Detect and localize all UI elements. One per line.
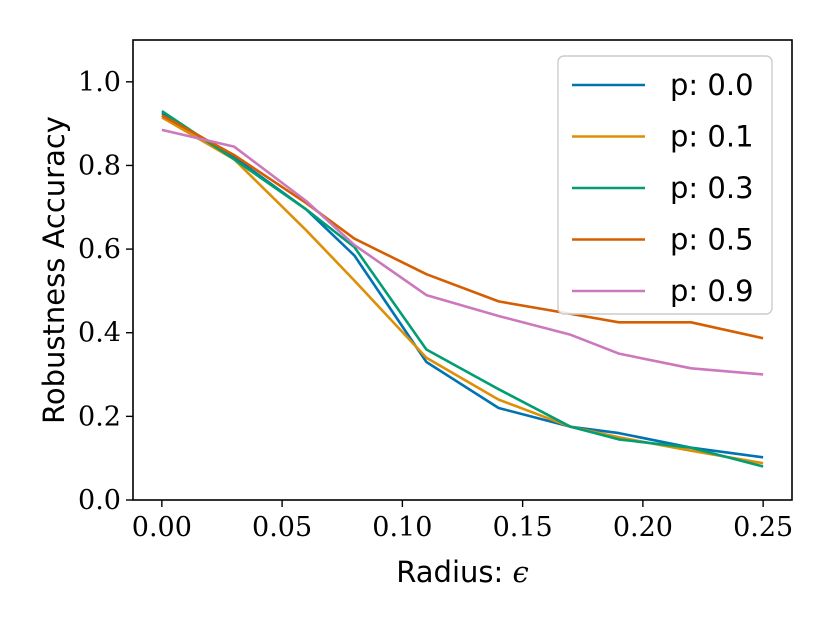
plot-frame <box>132 39 793 501</box>
legend-label: p: 0.5 <box>670 223 754 257</box>
x-tick-label: 0.00 <box>132 512 192 543</box>
y-axis: 0.0 0.2 0.4 0.6 0.8 1.0 <box>78 67 133 516</box>
y-tick-label: 0.0 <box>78 485 121 516</box>
legend-label: p: 0.1 <box>670 120 754 154</box>
x-tick-label: 0.05 <box>252 512 312 543</box>
series-line-3 <box>161 114 764 340</box>
legend-label: p: 0.3 <box>670 171 754 205</box>
y-tick-label: 0.8 <box>78 150 121 181</box>
legend: p: 0.0 p: 0.1 p: 0.3 p: 0.5 p: 0.9 <box>557 55 773 315</box>
legend-label: p: 0.9 <box>670 274 754 308</box>
x-tick-label: 0.20 <box>613 512 673 543</box>
x-tick-label: 0.15 <box>493 512 553 543</box>
x-axis: 0.00 0.05 0.10 0.15 0.20 0.25 <box>132 500 793 543</box>
y-tick-label: 1.0 <box>78 67 121 98</box>
legend-box <box>557 55 773 315</box>
x-axis-label-text: Radius: <box>396 555 512 589</box>
series-line-4 <box>161 128 764 376</box>
x-axis-label-symbol: ϵ <box>512 555 528 589</box>
legend-label: p: 0.0 <box>670 68 754 102</box>
plot-lines <box>161 110 764 468</box>
x-axis-label: Radius: ϵ <box>396 555 528 589</box>
y-axis-label: Robustness Accuracy <box>37 116 71 424</box>
x-tick-label: 0.25 <box>733 512 793 543</box>
series-line-2 <box>161 110 764 468</box>
y-tick-label: 0.6 <box>78 234 121 265</box>
y-tick-label: 0.4 <box>78 318 121 349</box>
y-tick-label: 0.2 <box>78 401 121 432</box>
x-tick-label: 0.10 <box>372 512 432 543</box>
